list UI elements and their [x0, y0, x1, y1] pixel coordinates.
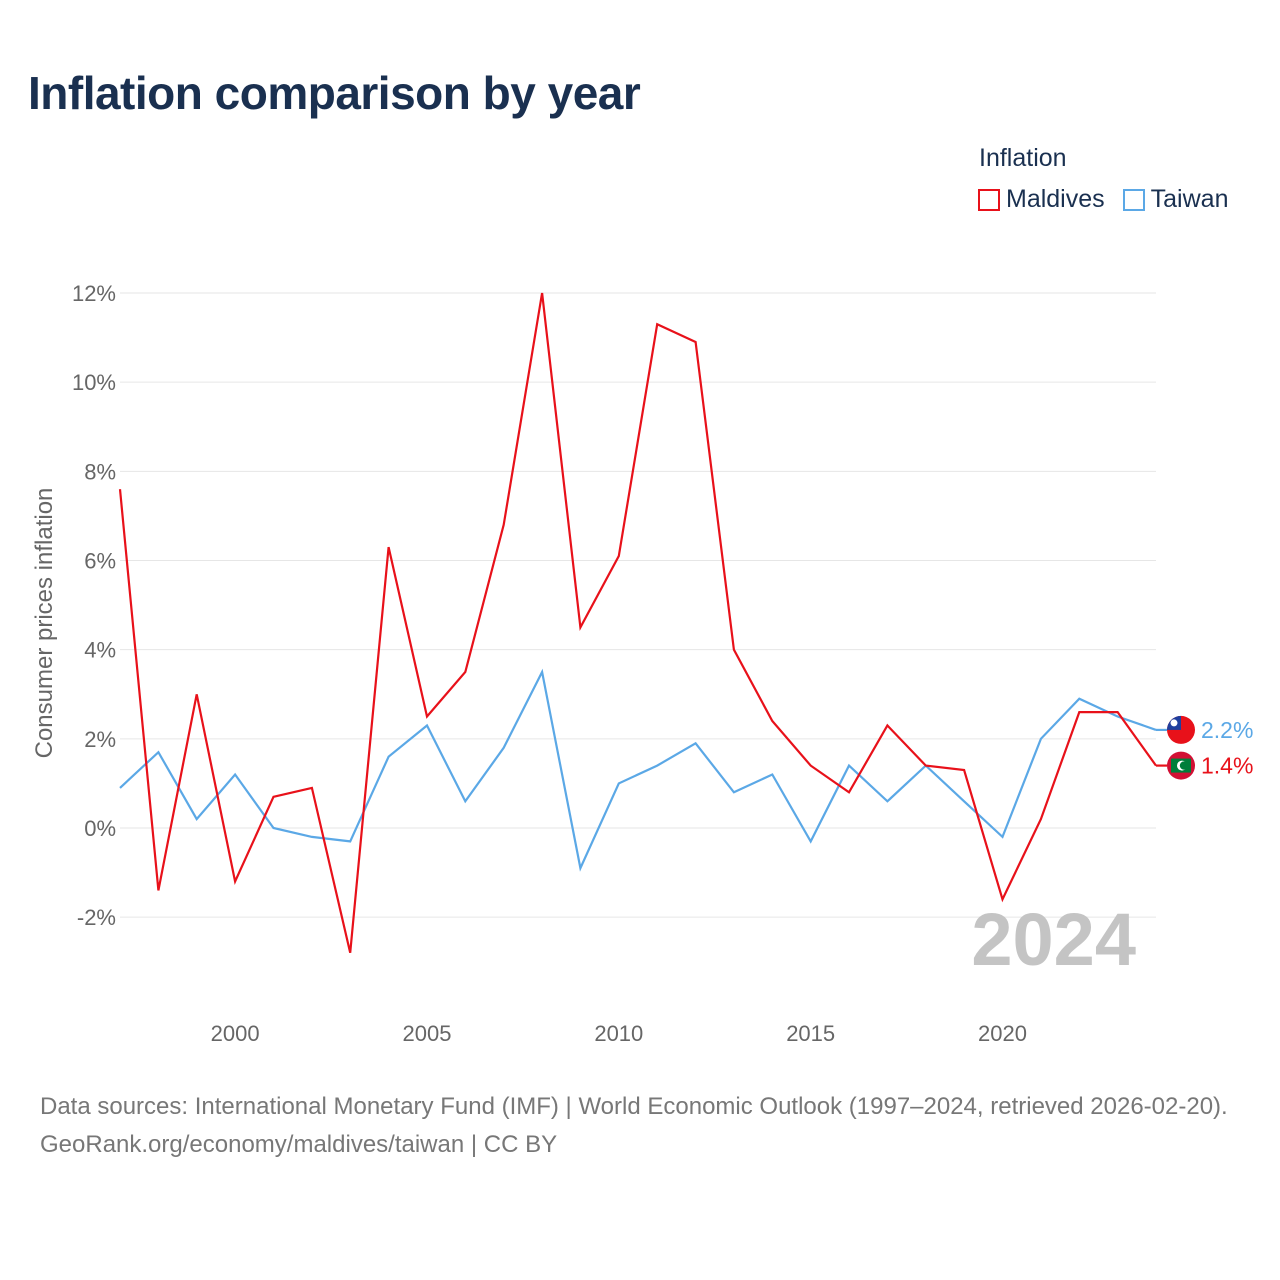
series-line-maldives [118, 292, 1157, 954]
line-chart: -2% 0% 2% 4% 6% 8% 10% 12% 2000 2005 2010 2015 2020… [31, 281, 1253, 1046]
legend-item-maldives[interactable]: Maldives [978, 185, 1105, 214]
x-tick-label: 2015 [786, 1021, 835, 1046]
end-markers: 1.4% 2.2% [1156, 715, 1253, 780]
legend-title: Inflation [979, 144, 1067, 172]
legend-label-taiwan: Taiwan [1150, 185, 1229, 213]
series-line-taiwan [119, 668, 1157, 872]
chart-title: Inflation comparison by year [28, 67, 641, 119]
legend-item-taiwan[interactable]: Taiwan [1122, 185, 1229, 214]
y-tick-label: 2% [84, 727, 116, 752]
y-axis-ticks: -2% 0% 2% 4% 6% 8% 10% 12% [72, 281, 116, 930]
grid-lines [120, 292, 1156, 918]
legend-swatch-taiwan [1122, 188, 1145, 211]
end-value-label-taiwan: 2.2% [1201, 717, 1253, 743]
end-value-label-maldives: 1.4% [1201, 753, 1253, 779]
legend-label-maldives: Maldives [1006, 185, 1105, 213]
legend-swatch-maldives [978, 188, 1000, 211]
legend: Maldives Taiwan [978, 185, 1228, 214]
y-tick-label: 12% [72, 281, 116, 306]
year-watermark: 2024 [971, 898, 1136, 981]
y-tick-label: 10% [72, 370, 116, 395]
y-tick-label: 6% [84, 549, 116, 574]
end-marker-maldives [1167, 751, 1195, 780]
x-tick-label: 2000 [211, 1021, 260, 1046]
data-sources-note: Data sources: International Monetary Fun… [40, 1093, 1228, 1120]
series-lines [118, 292, 1157, 954]
x-tick-label: 2005 [402, 1021, 451, 1046]
x-axis-ticks: 2000 2005 2010 2015 2020 [211, 1021, 1027, 1046]
maldives-flag-crescent-cut [1179, 761, 1189, 770]
x-tick-label: 2020 [978, 1021, 1027, 1046]
y-tick-label: -2% [77, 905, 116, 930]
end-marker-taiwan [1167, 715, 1195, 744]
y-axis-label: Consumer prices inflation [31, 488, 58, 759]
y-tick-label: 0% [84, 816, 116, 841]
taiwan-flag-sun [1170, 719, 1178, 727]
footer: Data sources: International Monetary Fun… [40, 1088, 1250, 1164]
y-tick-label: 8% [84, 459, 116, 484]
y-tick-label: 4% [84, 638, 116, 663]
x-tick-label: 2010 [594, 1021, 643, 1046]
credit-link[interactable]: GeoRank.org/economy/maldives/taiwan | CC… [40, 1131, 558, 1158]
